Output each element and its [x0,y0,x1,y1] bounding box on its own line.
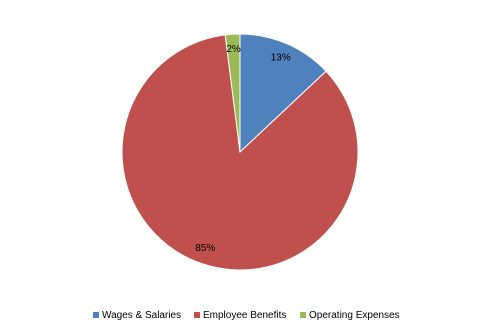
legend-swatch [300,312,306,318]
legend-swatch [194,312,200,318]
pie-slice [224,33,241,153]
data-label: 13% [271,52,291,63]
data-label: 2% [226,44,241,55]
data-label: 85% [195,243,215,254]
legend-label: Operating Expenses [309,310,400,321]
pie-slice [121,34,359,271]
legend-label: Employee Benefits [203,310,286,321]
legend-swatch [93,312,99,318]
pie-slice [239,33,327,154]
legend-label: Wages & Salaries [102,310,181,321]
